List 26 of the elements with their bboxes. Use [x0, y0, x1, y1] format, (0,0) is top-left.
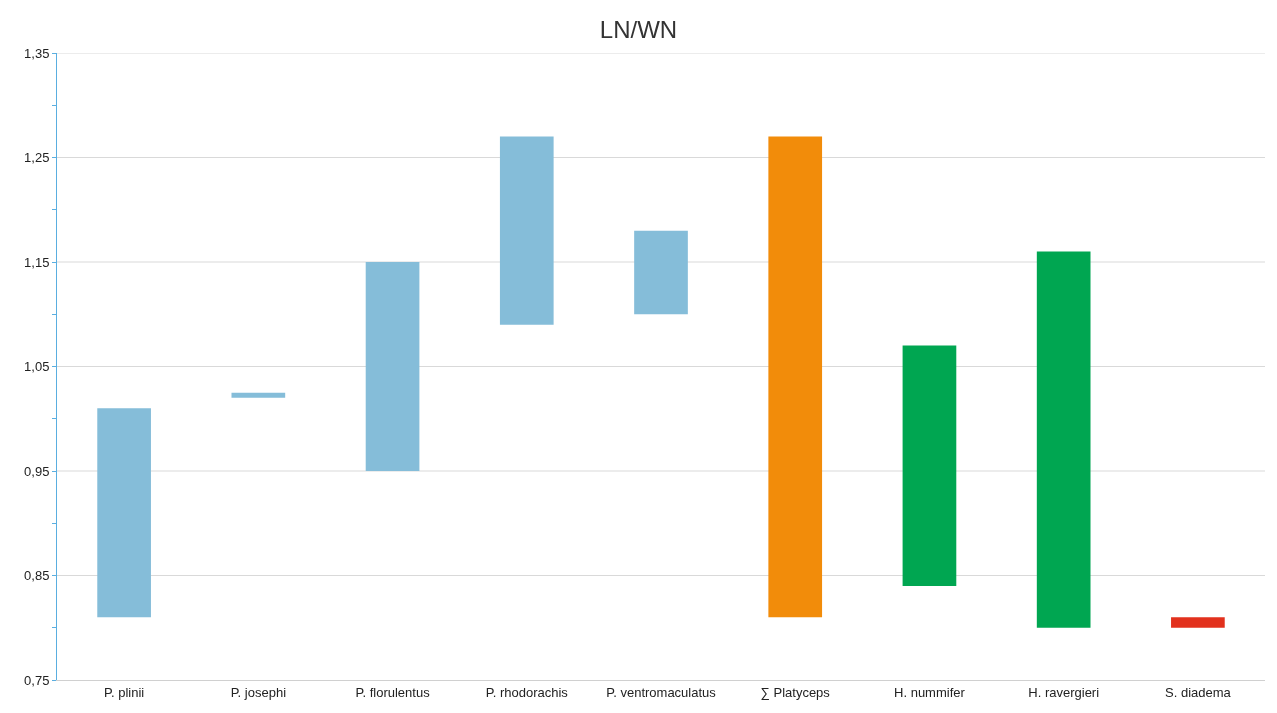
- x-tick-label: P. rhodorachis: [485, 684, 569, 700]
- bar: [97, 408, 151, 618]
- y-tick-label: 0,95: [24, 463, 50, 479]
- bar: [365, 262, 420, 471]
- bar: [902, 345, 957, 586]
- x-tick-label: P. josephi: [230, 684, 287, 700]
- x-tick-label: P. ventromaculatus: [606, 684, 717, 700]
- x-tick-label: P. florulentus: [355, 684, 431, 700]
- bar: [499, 136, 554, 325]
- x-tick-label: H. nummifer: [894, 684, 966, 700]
- y-tick-label: 1,05: [24, 359, 50, 375]
- x-tick-label: H. ravergieri: [1028, 684, 1100, 700]
- y-tick-label: 1,15: [24, 254, 50, 270]
- x-tick-label: P. plinii: [103, 684, 145, 700]
- bar: [1036, 251, 1091, 628]
- bar: [1171, 617, 1225, 628]
- y-tick-label: 1,35: [24, 45, 50, 61]
- chart-title: LN/WN: [599, 16, 678, 44]
- y-tick-label: 0,85: [24, 568, 50, 584]
- x-tick-label: S. diadema: [1165, 684, 1232, 700]
- bar: [634, 230, 688, 315]
- x-tick-label: ∑ Platyceps: [760, 684, 831, 700]
- bar: [231, 392, 286, 398]
- bar: [768, 136, 823, 618]
- y-tick-label: 0,75: [24, 672, 50, 688]
- y-tick-label: 1,25: [24, 150, 50, 166]
